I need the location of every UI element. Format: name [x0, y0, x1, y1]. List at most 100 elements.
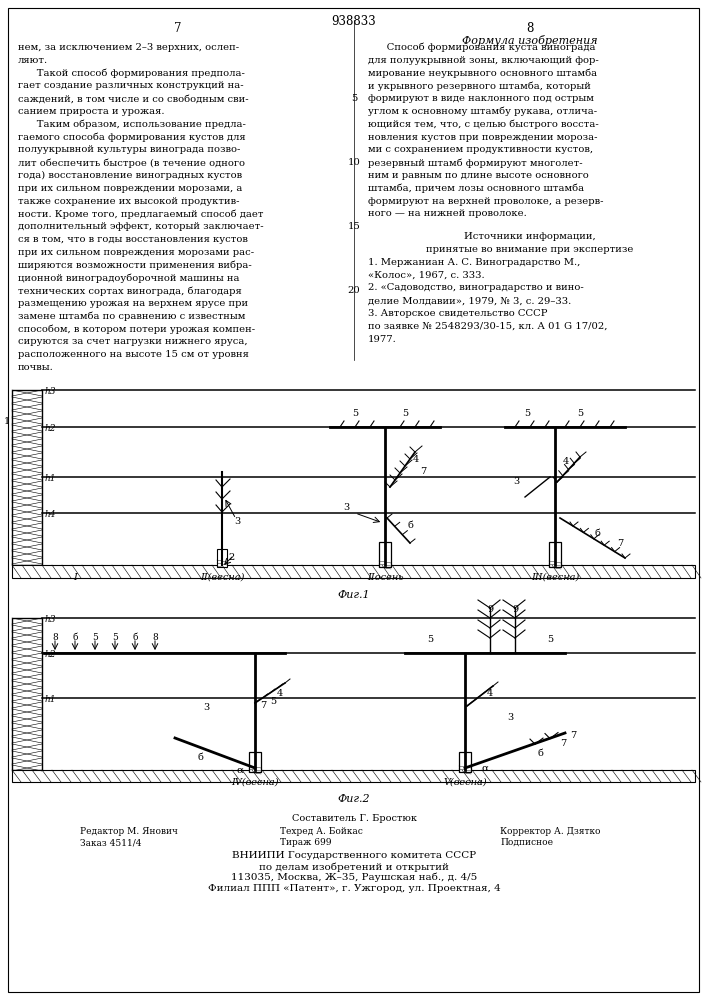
Bar: [12, 390, 42, 565]
Text: Редактор М. Янович: Редактор М. Янович: [80, 827, 178, 836]
Text: 5: 5: [577, 409, 583, 418]
Text: Такой способ формирования предпола-: Такой способ формирования предпола-: [18, 69, 245, 78]
Bar: [379, 542, 391, 567]
Text: h2: h2: [45, 650, 57, 659]
Text: α: α: [481, 764, 489, 772]
Text: размещению урожая на верхнем ярусе при: размещению урожая на верхнем ярусе при: [18, 299, 248, 308]
Bar: [217, 549, 227, 567]
Text: h1: h1: [45, 474, 57, 483]
Text: Фиг.1: Фиг.1: [338, 590, 370, 600]
Text: б: б: [197, 754, 203, 762]
Text: 10: 10: [348, 158, 361, 167]
Text: Составитель Г. Бростюк: Составитель Г. Бростюк: [291, 814, 416, 823]
Text: 3: 3: [234, 518, 240, 526]
Text: ляют.: ляют.: [18, 56, 48, 65]
Text: Филиал ППП «Патент», г. Ужгород, ул. Проектная, 4: Филиал ППП «Патент», г. Ужгород, ул. Про…: [208, 884, 501, 893]
Text: ного — на нижней проволоке.: ного — на нижней проволоке.: [368, 209, 527, 218]
Text: 5: 5: [92, 633, 98, 642]
Text: 2: 2: [228, 552, 234, 562]
Text: 3. Авторское свидетельство СССР: 3. Авторское свидетельство СССР: [368, 309, 547, 318]
Text: 5: 5: [402, 409, 408, 418]
Text: гаемого способа формирования кустов для: гаемого способа формирования кустов для: [18, 133, 245, 142]
Text: IIосень: IIосень: [367, 573, 403, 582]
Text: 7: 7: [174, 22, 182, 35]
Text: 113035, Москва, Ж–35, Раушская наб., д. 4/5: 113035, Москва, Ж–35, Раушская наб., д. …: [231, 873, 477, 882]
Text: штамба, причем лозы основного штамба: штамба, причем лозы основного штамба: [368, 184, 584, 193]
Text: формируют на верхней проволоке, а резерв-: формируют на верхней проволоке, а резерв…: [368, 197, 604, 206]
Text: h4: h4: [45, 510, 57, 519]
Text: способом, в котором потери урожая компен-: способом, в котором потери урожая компен…: [18, 325, 255, 334]
Text: для полуукрывной зоны, включающий фор-: для полуукрывной зоны, включающий фор-: [368, 56, 599, 65]
Text: б: б: [132, 633, 138, 642]
Text: нем, за исключением 2–3 верхних, ослеп-: нем, за исключением 2–3 верхних, ослеп-: [18, 43, 239, 52]
Text: ширяются возможности применения вибра-: ширяются возможности применения вибра-: [18, 261, 252, 270]
Bar: [459, 752, 471, 772]
Text: 3: 3: [507, 714, 513, 722]
Bar: [12, 565, 695, 578]
Text: замене штамба по сравнению с известным: замене штамба по сравнению с известным: [18, 312, 245, 321]
Text: почвы.: почвы.: [18, 363, 54, 372]
Text: года) восстановление виноградных кустов: года) восстановление виноградных кустов: [18, 171, 242, 180]
Text: мирование неукрывного основного штамба: мирование неукрывного основного штамба: [368, 69, 597, 78]
Text: 1: 1: [4, 418, 10, 426]
Text: 7: 7: [420, 468, 426, 477]
Text: б: б: [537, 748, 543, 758]
Text: 5: 5: [270, 696, 276, 706]
Text: по делам изобретений и открытий: по делам изобретений и открытий: [259, 862, 449, 871]
Text: б: б: [407, 520, 413, 530]
Text: 4: 4: [487, 690, 493, 698]
Text: делие Молдавии», 1979, № 3, с. 29–33.: делие Молдавии», 1979, № 3, с. 29–33.: [368, 296, 571, 305]
Bar: [12, 618, 42, 770]
Text: 8: 8: [152, 633, 158, 642]
Text: ним и равным по длине высоте основного: ним и равным по длине высоте основного: [368, 171, 589, 180]
Text: 5: 5: [352, 409, 358, 418]
Text: α: α: [237, 766, 243, 774]
Text: и укрывного резервного штамба, который: и укрывного резервного штамба, который: [368, 81, 591, 91]
Text: 3: 3: [344, 504, 350, 512]
Text: 3: 3: [204, 704, 210, 712]
Text: I: I: [73, 573, 77, 582]
Text: углом к основному штамбу рукава, отлича-: углом к основному штамбу рукава, отлича-: [368, 107, 597, 116]
Text: 20: 20: [348, 286, 361, 295]
Text: Источники информации,: Источники информации,: [464, 232, 596, 241]
Text: III(весна): III(весна): [531, 573, 579, 582]
Text: принятые во внимание при экспертизе: принятые во внимание при экспертизе: [426, 245, 633, 254]
Text: б: б: [594, 528, 600, 538]
Text: технических сортах винограда, благодаря: технических сортах винограда, благодаря: [18, 286, 242, 296]
Text: санием прироста и урожая.: санием прироста и урожая.: [18, 107, 165, 116]
Text: 8: 8: [526, 22, 534, 35]
Bar: [249, 752, 261, 772]
Text: Техред А. Бойкас: Техред А. Бойкас: [280, 827, 363, 836]
Text: 7: 7: [570, 732, 576, 740]
Text: 1977.: 1977.: [368, 335, 397, 344]
Bar: [549, 542, 561, 567]
Text: 5: 5: [524, 409, 530, 418]
Text: 2. «Садоводство, виноградарство и вино-: 2. «Садоводство, виноградарство и вино-: [368, 283, 584, 292]
Text: Корректор А. Дзятко: Корректор А. Дзятко: [500, 827, 600, 836]
Text: Формула изобретения: Формула изобретения: [462, 35, 598, 46]
Text: лит обеспечить быстрое (в течение одного: лит обеспечить быстрое (в течение одного: [18, 158, 245, 168]
Text: 1. Мержаниан А. С. Виноградарство М.,: 1. Мержаниан А. С. Виноградарство М.,: [368, 258, 580, 267]
Text: формируют в виде наклонного под острым: формируют в виде наклонного под острым: [368, 94, 594, 103]
Text: новления кустов при повреждении мороза-: новления кустов при повреждении мороза-: [368, 133, 597, 142]
Text: сируются за счет нагрузки нижнего яруса,: сируются за счет нагрузки нижнего яруса,: [18, 337, 247, 346]
Text: резервный штамб формируют многолет-: резервный штамб формируют многолет-: [368, 158, 583, 168]
Text: IV(весна): IV(весна): [231, 778, 279, 787]
Text: II(весна): II(весна): [200, 573, 244, 582]
Text: ся в том, что в годы восстановления кустов: ся в том, что в годы восстановления куст…: [18, 235, 248, 244]
Text: Подписное: Подписное: [500, 838, 553, 847]
Text: 15: 15: [348, 222, 361, 231]
Text: 8: 8: [52, 633, 58, 642]
Text: при их сильном повреждения морозами рас-: при их сильном повреждения морозами рас-: [18, 248, 254, 257]
Text: V(весна): V(весна): [443, 778, 487, 787]
Text: h3: h3: [45, 387, 57, 396]
Text: расположенного на высоте 15 см от уровня: расположенного на высоте 15 см от уровня: [18, 350, 249, 359]
Text: ности. Кроме того, предлагаемый способ дает: ности. Кроме того, предлагаемый способ д…: [18, 209, 264, 219]
Text: б: б: [72, 633, 78, 642]
Text: Способ формирования куста винограда: Способ формирования куста винограда: [368, 43, 595, 52]
Text: Тираж 699: Тираж 699: [280, 838, 332, 847]
Text: саждений, в том числе и со свободным сви-: саждений, в том числе и со свободным сви…: [18, 94, 249, 103]
Text: 9: 9: [512, 605, 518, 614]
Text: гает создание различных конструкций на-: гает создание различных конструкций на-: [18, 81, 244, 90]
Text: h1: h1: [45, 695, 57, 704]
